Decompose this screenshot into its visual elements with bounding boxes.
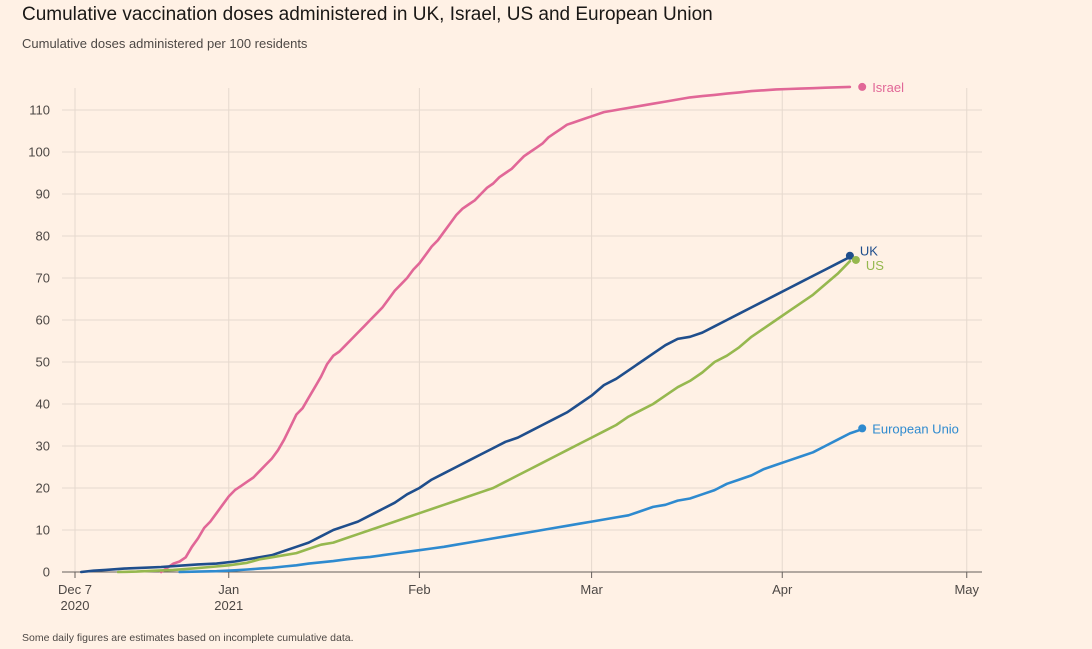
series-end-dot-uk — [845, 251, 854, 260]
y-tick-label: 40 — [36, 397, 50, 412]
x-tick-label: May — [954, 582, 979, 597]
chart-subtitle: Cumulative doses administered per 100 re… — [22, 36, 308, 51]
x-tick-label: Apr — [772, 582, 793, 597]
chart-title: Cumulative vaccination doses administere… — [22, 4, 713, 25]
series-layer — [79, 82, 867, 574]
x-tick-label: Feb — [408, 582, 430, 597]
series-line-us — [116, 259, 852, 574]
x-tick-label: Jan — [218, 582, 239, 597]
x-tick-label-year: 2020 — [61, 598, 90, 613]
y-tick-label: 70 — [36, 271, 50, 286]
x-tick-label-year: 2021 — [214, 598, 243, 613]
series-line-israel — [159, 85, 852, 574]
y-tick-label: 0 — [43, 565, 50, 580]
y-tick-label: 10 — [36, 523, 50, 538]
y-tick-label: 30 — [36, 439, 50, 454]
chart-footnote: Some daily figures are estimates based o… — [22, 632, 354, 644]
y-tick-label: 80 — [36, 229, 50, 244]
y-tick-label: 90 — [36, 187, 50, 202]
series-end-dot-european-union — [858, 424, 867, 433]
series-end-dot-israel — [858, 82, 867, 91]
y-tick-label: 60 — [36, 313, 50, 328]
series-label-israel: Israel — [872, 80, 904, 95]
series-line-european-union — [178, 427, 864, 574]
series-line-uk — [79, 255, 852, 574]
y-tick-label: 100 — [28, 145, 50, 160]
series-label-uk: UK — [860, 244, 878, 259]
x-tick-label: Dec 7 — [58, 582, 92, 597]
y-tick-label: 110 — [29, 103, 50, 118]
y-tick-label: 50 — [36, 355, 50, 370]
grid-layer — [62, 88, 982, 572]
series-label-european-union: European Unio — [872, 421, 959, 436]
series-label-us: US — [866, 258, 884, 273]
x-tick-label: Mar — [580, 582, 603, 597]
y-tick-label: 20 — [36, 481, 50, 496]
series-end-dot-us — [851, 255, 860, 264]
